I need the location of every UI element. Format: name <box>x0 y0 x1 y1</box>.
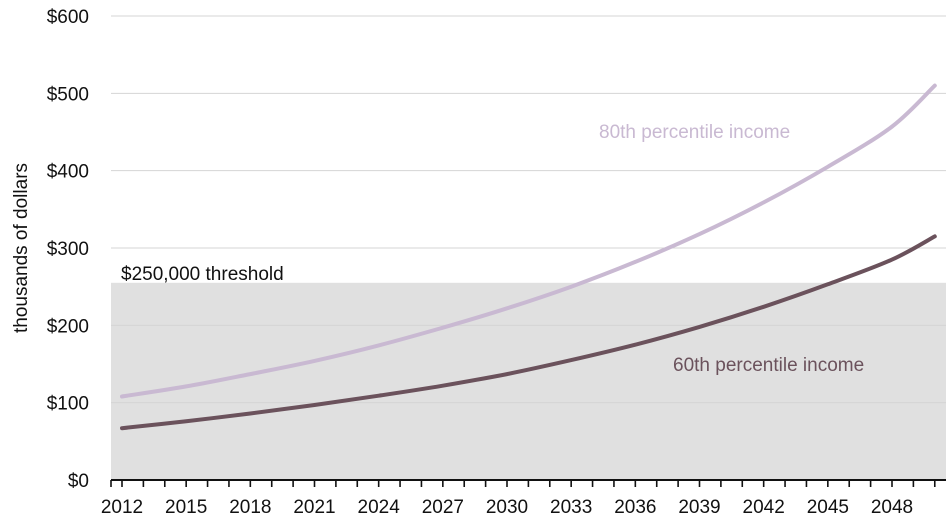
x-tick-label: 2021 <box>293 497 335 518</box>
series-line-80th-percentile <box>120 83 937 399</box>
y-tick-label: $400 <box>47 162 89 183</box>
x-tick-label: 2039 <box>678 497 720 518</box>
x-tick-label: 2012 <box>101 497 143 518</box>
series-line-60th-percentile <box>120 234 937 431</box>
x-tick-label: 2048 <box>871 497 913 518</box>
y-axis-label: thousands of dollars <box>11 163 32 333</box>
y-tick-label: $100 <box>47 394 89 415</box>
x-tick-label: 2045 <box>807 497 849 518</box>
series-label-60th-percentile: 60th percentile income <box>673 355 864 376</box>
series-label-80th-percentile: 80th percentile income <box>599 122 790 143</box>
x-tick-label: 2036 <box>614 497 656 518</box>
x-tick-label: 2015 <box>165 497 207 518</box>
x-tick-label: 2030 <box>486 497 528 518</box>
y-tick-label: $200 <box>47 316 89 337</box>
x-tick-label: 2027 <box>422 497 464 518</box>
x-tick-label: 2018 <box>229 497 271 518</box>
y-tick-label: $600 <box>47 7 89 28</box>
x-tick-label: 2042 <box>743 497 785 518</box>
threshold-label: $250,000 threshold <box>121 264 284 285</box>
x-tick-label: 2024 <box>358 497 401 518</box>
y-tick-label: $500 <box>47 84 89 105</box>
threshold-band <box>111 282 946 480</box>
x-tick-label: 2033 <box>550 497 592 518</box>
y-tick-label: $0 <box>68 471 89 492</box>
y-tick-label: $300 <box>47 239 89 260</box>
